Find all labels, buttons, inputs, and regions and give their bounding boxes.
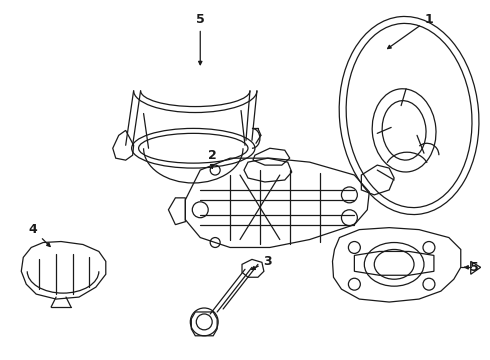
Text: 4: 4: [29, 223, 50, 247]
Text: 5: 5: [465, 261, 479, 274]
Text: 2: 2: [208, 149, 217, 168]
Text: 3: 3: [252, 255, 272, 269]
Text: 5: 5: [196, 13, 205, 65]
Text: 1: 1: [388, 13, 433, 49]
